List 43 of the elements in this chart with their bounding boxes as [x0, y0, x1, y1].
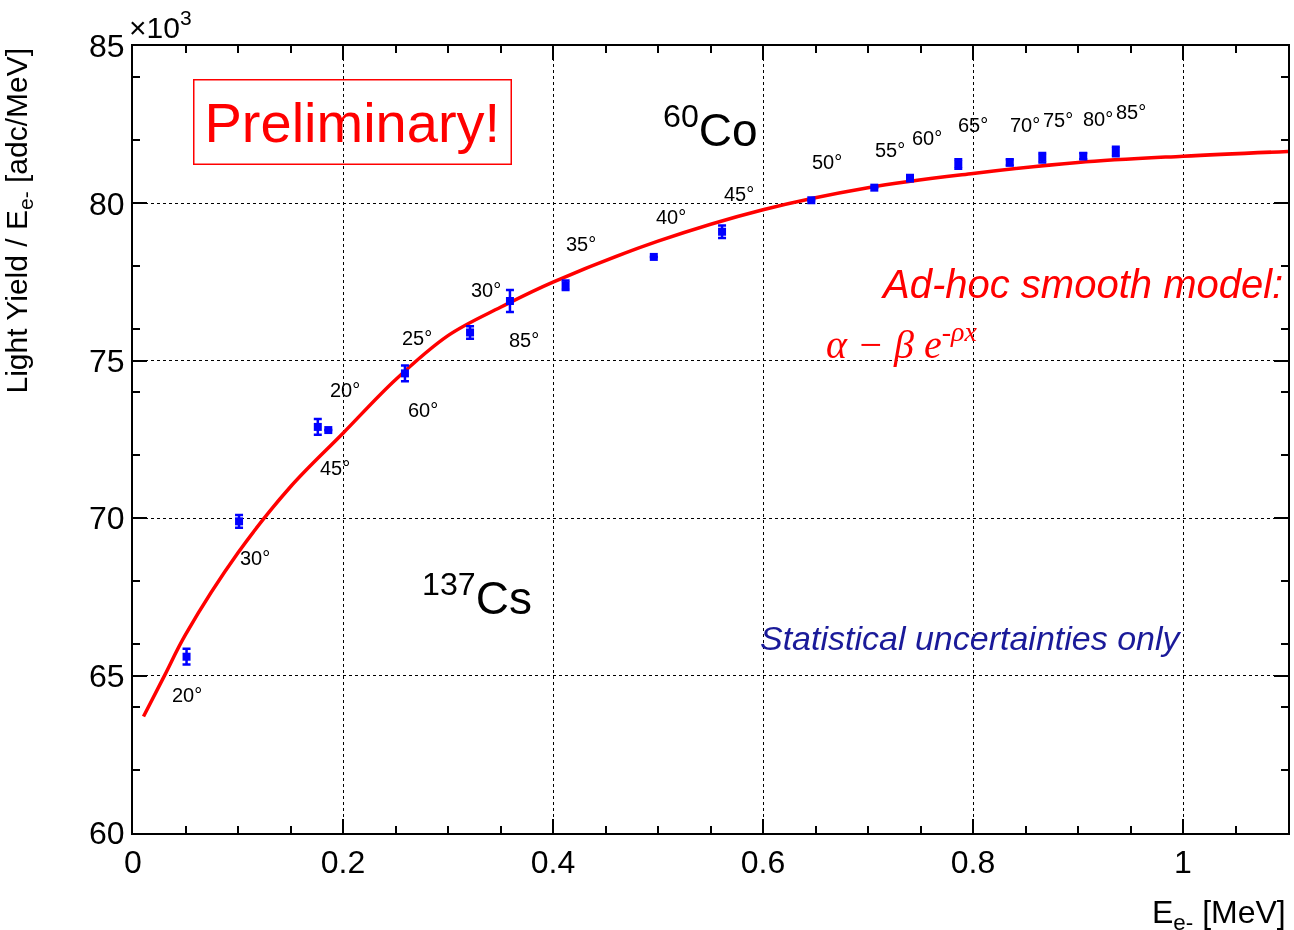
- y-tick-label: 70: [89, 500, 125, 537]
- annotation: 35°: [566, 233, 597, 255]
- annotation: $^{60}$Co: [663, 98, 758, 157]
- y-tick-label: 60: [89, 815, 125, 852]
- annotation: 60°: [408, 399, 439, 421]
- annotation: Statistical uncertainties only: [760, 619, 1182, 657]
- x-tick-label: 0.4: [530, 844, 576, 881]
- x-tick-label: 0: [124, 844, 142, 881]
- text: ×10$^{3}$: [129, 6, 192, 44]
- y-tick-label: 80: [89, 185, 125, 222]
- annotation: 45°: [320, 457, 351, 479]
- annotation: 30°: [471, 279, 502, 301]
- point: [400, 369, 409, 378]
- x-tick-label: 0.8: [950, 844, 996, 881]
- annotation: 30°: [240, 547, 271, 569]
- annotation: 20°: [330, 379, 361, 401]
- annotation: 70°: [1010, 114, 1041, 136]
- x-axis-title: E$_{e-}$ [MeV]: [1152, 894, 1286, 930]
- point: [313, 422, 322, 431]
- annotation: Ad-hoc smooth model:: [881, 262, 1284, 306]
- y-tick-label: 75: [89, 343, 125, 379]
- x-tick-label: 0.6: [740, 844, 786, 881]
- y-tick-label: 85: [89, 28, 125, 65]
- annotation: 65°: [958, 114, 989, 136]
- annotation: 50°: [812, 151, 843, 173]
- annotation: 75°: [1043, 109, 1074, 131]
- annotation: 20°: [172, 684, 203, 706]
- x-tick-label: 1: [1174, 844, 1192, 881]
- annotation: $^{137}$Cs: [422, 566, 532, 625]
- x-tick-label: 0.2: [320, 844, 366, 881]
- point: [505, 296, 514, 305]
- point: [182, 652, 191, 661]
- annotation: α − β e$^{-ρx}$: [826, 316, 978, 367]
- annotation: 40°: [656, 206, 687, 228]
- annotation: 85°: [1116, 101, 1147, 123]
- annotation: Preliminary!: [204, 90, 501, 154]
- annotation: 85°: [509, 329, 540, 351]
- annotation: 25°: [402, 327, 433, 349]
- annotation: 45°: [724, 183, 755, 205]
- annotation: 80°: [1083, 108, 1114, 130]
- annotation: 55°: [875, 139, 906, 161]
- annotation: 60°: [912, 127, 943, 149]
- y-tick-label: 65: [89, 657, 125, 694]
